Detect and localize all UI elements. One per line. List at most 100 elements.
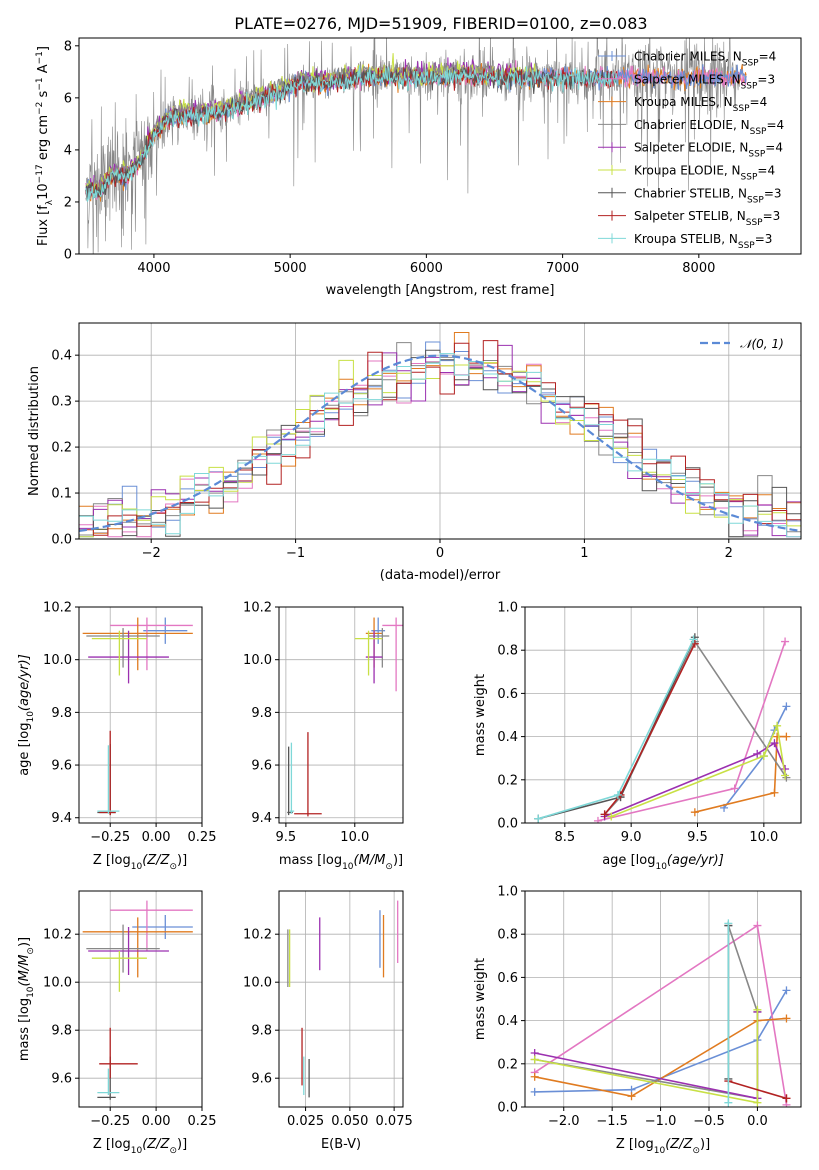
legend-entry: Chabrier MILES, NSSP=4 bbox=[634, 50, 776, 69]
x-tick-label: 5000 bbox=[274, 261, 307, 276]
y-tick-label: 10.2 bbox=[43, 928, 72, 943]
y-tick-label: 4 bbox=[64, 143, 72, 158]
marker bbox=[753, 749, 762, 758]
legend-entry: Chabrier ELODIE, NSSP=4 bbox=[634, 118, 784, 137]
x-axis-label: Z [log10(Z/Z⊙)] bbox=[93, 853, 187, 872]
figure-title: PLATE=0276, MJD=51909, FIBERID=0100, z=0… bbox=[234, 14, 647, 33]
errorbar-kroupa-stelib bbox=[290, 742, 295, 814]
x-tick-label: 0.050 bbox=[331, 1114, 368, 1129]
x-tick-label: 0.25 bbox=[188, 1114, 217, 1129]
errorbar-chabrier-miles bbox=[132, 915, 193, 939]
y-tick-label: 10.2 bbox=[43, 601, 72, 616]
chart-age_Z: −0.25 0.00 0.25 9.4 9.6 9.8 10.0 10.2 Z [log10(Z… bbox=[17, 601, 216, 873]
y-tick-label: 9.6 bbox=[251, 1072, 272, 1087]
plot-area bbox=[85, 38, 747, 254]
plot-area bbox=[82, 617, 193, 816]
x-tick-label: −1.5 bbox=[596, 1114, 628, 1129]
x-tick-label: 8.5 bbox=[554, 830, 575, 845]
y-axis-label: mass [log10(M/M⊙)] bbox=[17, 937, 36, 1061]
x-tick-label: 0.00 bbox=[142, 830, 171, 845]
y-tick-label: 10.0 bbox=[243, 976, 272, 991]
errorbar-chabrier-stelib bbox=[97, 743, 116, 816]
axes-frame bbox=[278, 606, 404, 824]
errorbar-salpeter-stelib bbox=[99, 730, 116, 816]
marker bbox=[730, 784, 739, 793]
y-tick-label: 0 bbox=[64, 248, 72, 263]
axes-frame bbox=[78, 37, 802, 255]
y-tick-label: 10.2 bbox=[243, 928, 272, 943]
legend-entry: Kroupa ELODIE, NSSP=4 bbox=[634, 164, 775, 183]
y-tick-label: 9.6 bbox=[51, 1072, 72, 1087]
model-spectrum-kroupa-stelib bbox=[85, 65, 618, 202]
legend-entry: Salpeter MILES, NSSP=3 bbox=[634, 72, 775, 91]
y-tick-label: 6 bbox=[64, 91, 72, 106]
legend-entry: Chabrier STELIB, NSSP=3 bbox=[634, 186, 782, 205]
y-tick-label: 0.3 bbox=[51, 395, 72, 410]
y-tick-label: 1.0 bbox=[497, 885, 518, 900]
chart-weight_age: 8.5 9.0 9.5 10.0 0.0 0.2 0.4 0.6 0.8 1.0 age [log1… bbox=[473, 601, 802, 872]
legend-entry: Salpeter ELODIE, NSSP=4 bbox=[634, 141, 783, 160]
x-tick-label: 9.0 bbox=[621, 830, 642, 845]
marker bbox=[753, 921, 762, 930]
series-kroupa-elodie bbox=[530, 1005, 762, 1107]
x-tick-label: −2 bbox=[142, 546, 161, 561]
errorbar-kroupa-miles bbox=[82, 617, 193, 671]
x-tick-label: 10.0 bbox=[340, 830, 369, 845]
legend-entry: Salpeter STELIB, NSSP=3 bbox=[634, 209, 780, 228]
y-tick-label: 0.6 bbox=[497, 687, 518, 702]
y-tick-label: 0.0 bbox=[497, 817, 518, 832]
x-tick-label: 10.0 bbox=[749, 830, 778, 845]
y-tick-label: 9.4 bbox=[51, 811, 72, 826]
errorbar-salpeter-miles bbox=[382, 617, 403, 692]
marker bbox=[781, 771, 790, 780]
y-tick-label: 9.8 bbox=[251, 1024, 272, 1039]
errorbar-salpeter-stelib bbox=[294, 732, 322, 817]
marker bbox=[782, 986, 791, 995]
plot-area bbox=[287, 900, 399, 1098]
x-tick-label: −0.25 bbox=[90, 830, 130, 845]
plot-area bbox=[530, 919, 791, 1107]
y-axis-label: Normed distribution bbox=[27, 366, 42, 496]
y-axis-label: Flux [fλ10−17 erg cm−2 s−1 A−1] bbox=[35, 46, 55, 246]
errorbar-chabrier-elodie bbox=[368, 628, 390, 668]
legend-entry: Kroupa MILES, NSSP=4 bbox=[634, 95, 767, 114]
legend-entry: Kroupa STELIB, NSSP=3 bbox=[634, 232, 772, 251]
y-axis-label: mass weight bbox=[473, 958, 488, 1040]
series-salpeter-miles bbox=[593, 637, 790, 823]
marker bbox=[530, 1055, 539, 1064]
y-tick-label: 1.0 bbox=[497, 601, 518, 616]
y-tick-label: 2 bbox=[64, 195, 72, 210]
y-tick-label: 9.8 bbox=[251, 706, 272, 721]
marker bbox=[534, 814, 543, 823]
x-tick-label: −1 bbox=[286, 546, 305, 561]
x-tick-label: 2 bbox=[725, 546, 733, 561]
y-tick-label: 0.1 bbox=[51, 487, 72, 502]
normal-curve bbox=[79, 354, 799, 532]
errorbar-kroupa-elodie bbox=[354, 630, 383, 676]
y-tick-label: 0.4 bbox=[497, 1014, 518, 1029]
legend-entry: 𝒩(0, 1) bbox=[740, 337, 784, 351]
x-axis-label: (data-model)/error bbox=[380, 568, 501, 583]
x-tick-label: 6000 bbox=[410, 261, 443, 276]
x-tick-label: 9.5 bbox=[687, 830, 708, 845]
y-axis-label: age [log10(age/yr)] bbox=[17, 654, 36, 776]
x-tick-label: 0.0 bbox=[747, 1114, 768, 1129]
y-tick-label: 0.0 bbox=[497, 1101, 518, 1116]
y-tick-label: 8 bbox=[64, 39, 72, 54]
x-tick-label: 0.075 bbox=[376, 1114, 413, 1129]
marker bbox=[600, 810, 609, 819]
chart-spectrum: 4000 5000 6000 7000 8000 0 2 4 6 8 wavelength [Ang… bbox=[35, 37, 802, 298]
errorbar-kroupa-elodie bbox=[91, 951, 147, 992]
y-tick-label: 10.2 bbox=[243, 601, 272, 616]
histogram-kroupa-stelib bbox=[79, 353, 801, 538]
x-axis-label: mass [log10(M/M⊙)] bbox=[279, 853, 403, 872]
y-tick-label: 9.8 bbox=[51, 706, 72, 721]
series-chabrier-elodie bbox=[600, 637, 791, 819]
y-tick-label: 0.6 bbox=[497, 971, 518, 986]
chart-weight_Z: −2.0 −1.5 −1.0 −0.5 0.0 0.0 0.2 0.4 0.6 0.8 1.0 Z [… bbox=[473, 885, 802, 1156]
y-tick-label: 0.4 bbox=[51, 349, 72, 364]
marker bbox=[690, 808, 699, 817]
x-tick-label: −1.0 bbox=[645, 1114, 677, 1129]
x-axis-label: E(B-V) bbox=[321, 1137, 361, 1152]
